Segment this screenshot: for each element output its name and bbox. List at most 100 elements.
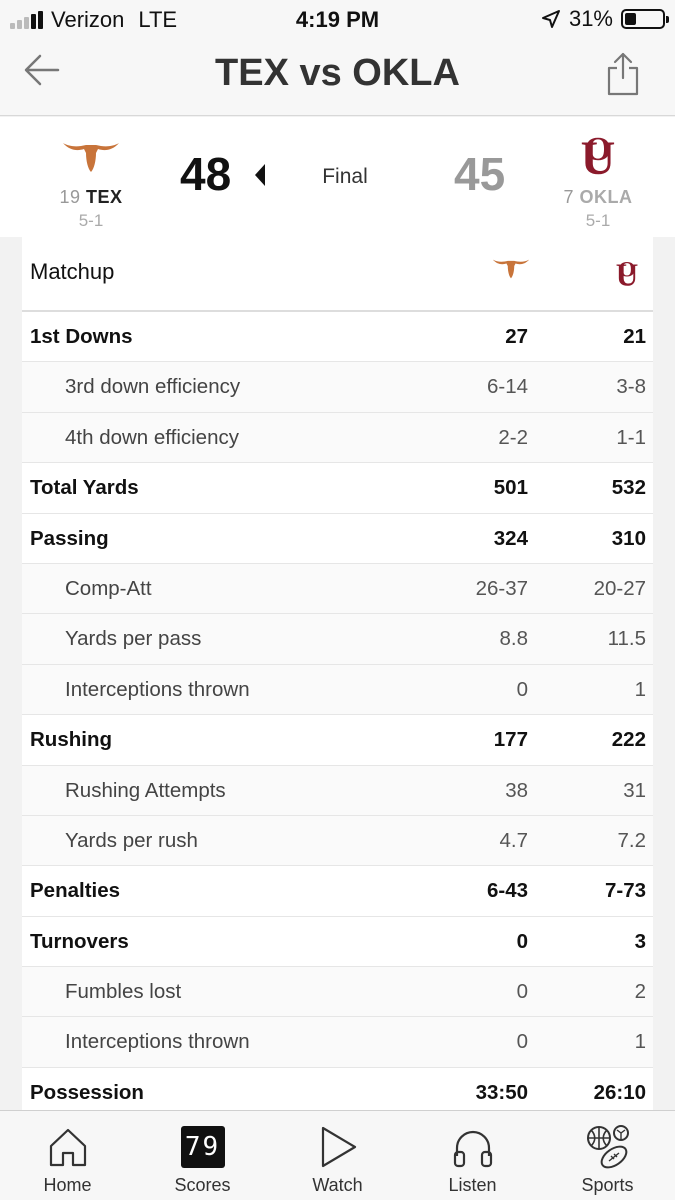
nav-bar: TEX vs OKLA	[0, 38, 675, 116]
stat-value-home: 38	[505, 778, 528, 802]
home-score: 48	[180, 148, 232, 200]
stat-value-away: 310	[611, 526, 646, 550]
stat-rows: 1st Downs 27 21 3rd down efficiency 6-14 3-8 4…	[22, 312, 653, 1110]
share-button[interactable]	[607, 52, 639, 96]
tab-listen[interactable]: Listen	[405, 1111, 540, 1200]
ou-logo-icon: U O	[543, 131, 653, 182]
away-team-name: 7 OKLA	[543, 187, 653, 208]
stat-row: Interceptions thrown 0 1	[22, 664, 653, 716]
stat-value-home: 0	[516, 677, 528, 701]
tab-scores-label: Scores	[174, 1175, 231, 1195]
svg-text:O: O	[585, 131, 611, 168]
stat-label: Possession	[30, 1080, 144, 1104]
carrier-name: Verizon	[51, 7, 125, 32]
page-title: TEX vs OKLA	[215, 52, 460, 94]
stat-label: Fumbles lost	[65, 980, 182, 1004]
stat-value-home: 2-2	[498, 425, 528, 449]
stat-label: Turnovers	[30, 929, 129, 953]
headphones-icon	[405, 1123, 540, 1171]
tab-watch[interactable]: Watch	[270, 1111, 405, 1200]
stat-row: Total Yards 501 532	[22, 463, 653, 514]
stat-value-away: 20-27	[593, 576, 646, 600]
stat-value-away: 21	[623, 325, 646, 348]
game-status: Final	[322, 165, 368, 188]
stat-row: 1st Downs 27 21	[22, 312, 653, 363]
tab-home-label: Home	[43, 1175, 92, 1195]
stat-value-away: 26:10	[593, 1080, 646, 1104]
home-team-name: 19 TEX	[36, 187, 146, 208]
battery-fill	[625, 13, 637, 25]
away-team-record: 5-1	[585, 211, 611, 230]
stat-label: Passing	[30, 526, 109, 550]
stat-label: 1st Downs	[30, 325, 133, 348]
stat-row: Rushing 177 222	[22, 715, 653, 766]
score-header: 19 TEX 5-1 48 Final 45 U O 7 OKLA 5-1	[0, 117, 675, 237]
svg-text:U: U	[581, 132, 616, 182]
status-time: 4:19 PM	[295, 7, 380, 32]
away-team[interactable]: U O 7 OKLA 5-1	[543, 131, 653, 231]
stat-label: 4th down efficiency	[65, 425, 239, 449]
svg-text:O: O	[618, 257, 635, 282]
stat-row: Yards per pass 8.8 11.5	[22, 614, 653, 665]
stat-label: Rushing	[30, 728, 112, 752]
stat-value-home: 0	[516, 929, 528, 953]
battery-icon	[621, 9, 669, 29]
ou-column-icon: U O	[614, 257, 640, 296]
tab-sports-label: Sports	[581, 1175, 634, 1195]
house-icon	[0, 1123, 135, 1171]
away-score: 45	[454, 148, 506, 200]
signal-icon	[10, 11, 43, 29]
stat-value-away: 532	[611, 476, 646, 500]
stat-label: Total Yards	[30, 476, 139, 500]
stat-value-home: 0	[516, 980, 528, 1004]
status-left: Verizon LTE	[10, 7, 177, 33]
tab-watch-label: Watch	[312, 1175, 363, 1195]
stat-row: Turnovers 0 3	[22, 917, 653, 968]
tab-listen-label: Listen	[448, 1175, 497, 1195]
stat-value-away: 7-73	[604, 879, 646, 903]
stat-value-away: 222	[611, 728, 646, 752]
home-team-abbr: TEX	[86, 187, 123, 207]
tab-sports[interactable]: Sports	[540, 1111, 675, 1200]
status-right: 31%	[541, 6, 669, 32]
stat-row: 3rd down efficiency 6-14 3-8	[22, 362, 653, 413]
stat-value-home: 8.8	[499, 627, 529, 651]
stat-row: Rushing Attempts 38 31	[22, 765, 653, 816]
matchup-card: Matchup U O 1st Downs 27 21 3rd down effici…	[22, 237, 653, 1110]
stat-value-away: 31	[623, 778, 646, 802]
winner-indicator-icon	[255, 164, 265, 186]
stat-value-away: 7.2	[617, 828, 647, 852]
stat-label: Interceptions thrown	[65, 1030, 250, 1054]
tab-home[interactable]: Home	[0, 1111, 135, 1200]
stat-label: Yards per rush	[65, 828, 198, 852]
stat-label: Yards per pass	[65, 627, 202, 651]
stat-row: Penalties 6-43 7-73	[22, 866, 653, 917]
home-team-rank: 19	[59, 187, 81, 207]
stat-row: Possession 33:50 26:10	[22, 1068, 653, 1110]
svg-text:U: U	[616, 258, 639, 291]
stat-label: Rushing Attempts	[65, 778, 226, 802]
back-button[interactable]	[22, 50, 62, 90]
stat-value-home: 177	[493, 728, 528, 752]
stat-value-away: 1	[634, 677, 646, 701]
network-type: LTE	[138, 7, 178, 32]
scoreboard-digits: 79	[180, 1126, 225, 1168]
home-team[interactable]: 19 TEX 5-1	[36, 131, 146, 231]
stat-value-away: 3-8	[616, 375, 646, 399]
location-arrow-icon	[541, 10, 560, 28]
stat-row: Comp-Att 26-37 20-27	[22, 563, 653, 615]
stat-value-away: 11.5	[607, 627, 646, 651]
longhorn-column-icon	[492, 257, 530, 284]
longhorn-logo-icon	[36, 131, 146, 181]
tab-scores[interactable]: 79 Scores	[135, 1111, 270, 1200]
stat-row: Passing 324 310	[22, 514, 653, 564]
stat-label: Interceptions thrown	[65, 677, 250, 701]
stat-value-home: 6-14	[486, 375, 528, 399]
stat-value-home: 33:50	[475, 1080, 528, 1104]
home-team-record: 5-1	[78, 211, 104, 230]
stat-label: 3rd down efficiency	[65, 375, 241, 399]
stat-value-away: 1	[634, 1030, 646, 1054]
stat-value-home: 324	[493, 526, 528, 550]
stat-value-home: 26-37	[475, 576, 528, 600]
scoreboard-icon: 79	[135, 1123, 270, 1171]
